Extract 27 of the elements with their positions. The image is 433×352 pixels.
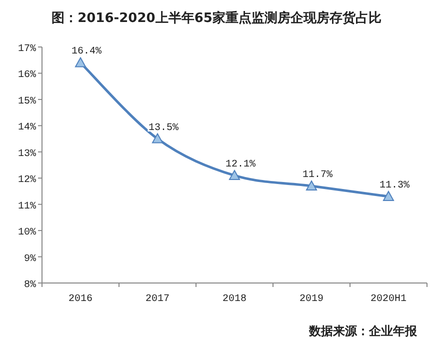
data-label: 12.1%	[225, 159, 256, 170]
y-tick-label: 11%	[18, 201, 36, 212]
chart-title: 图：2016-2020上半年65家重点监测房企现房存货占比	[52, 10, 382, 26]
y-tick-label: 8%	[24, 280, 36, 291]
data-label: 11.7%	[302, 170, 333, 181]
y-tick-label: 12%	[18, 175, 36, 186]
point	[75, 57, 86, 68]
y-tick-label: 14%	[18, 122, 36, 134]
data-label: 16.4%	[71, 46, 102, 58]
y-tick-label: 17%	[18, 44, 36, 55]
data-label: 13.5%	[148, 122, 179, 134]
point	[383, 190, 394, 201]
x-tick-label: 2017	[145, 294, 170, 305]
y-tick-label: 16%	[18, 70, 36, 82]
source-note: 数据来源：企业年报	[308, 324, 418, 338]
x-tick-label: 2020H1	[370, 294, 407, 305]
y-tick-label: 13%	[18, 148, 36, 160]
y-tick-label: 9%	[24, 254, 36, 265]
y-tick-label: 10%	[18, 228, 36, 239]
point	[306, 180, 317, 190]
point	[229, 170, 240, 180]
x-tick-label: 2016	[68, 294, 93, 305]
point	[152, 133, 163, 144]
x-tick-label: 2018	[222, 294, 247, 305]
data-label: 11.3%	[379, 180, 410, 192]
x-tick-label: 2019	[299, 294, 324, 305]
y-tick-label: 15%	[18, 96, 36, 108]
